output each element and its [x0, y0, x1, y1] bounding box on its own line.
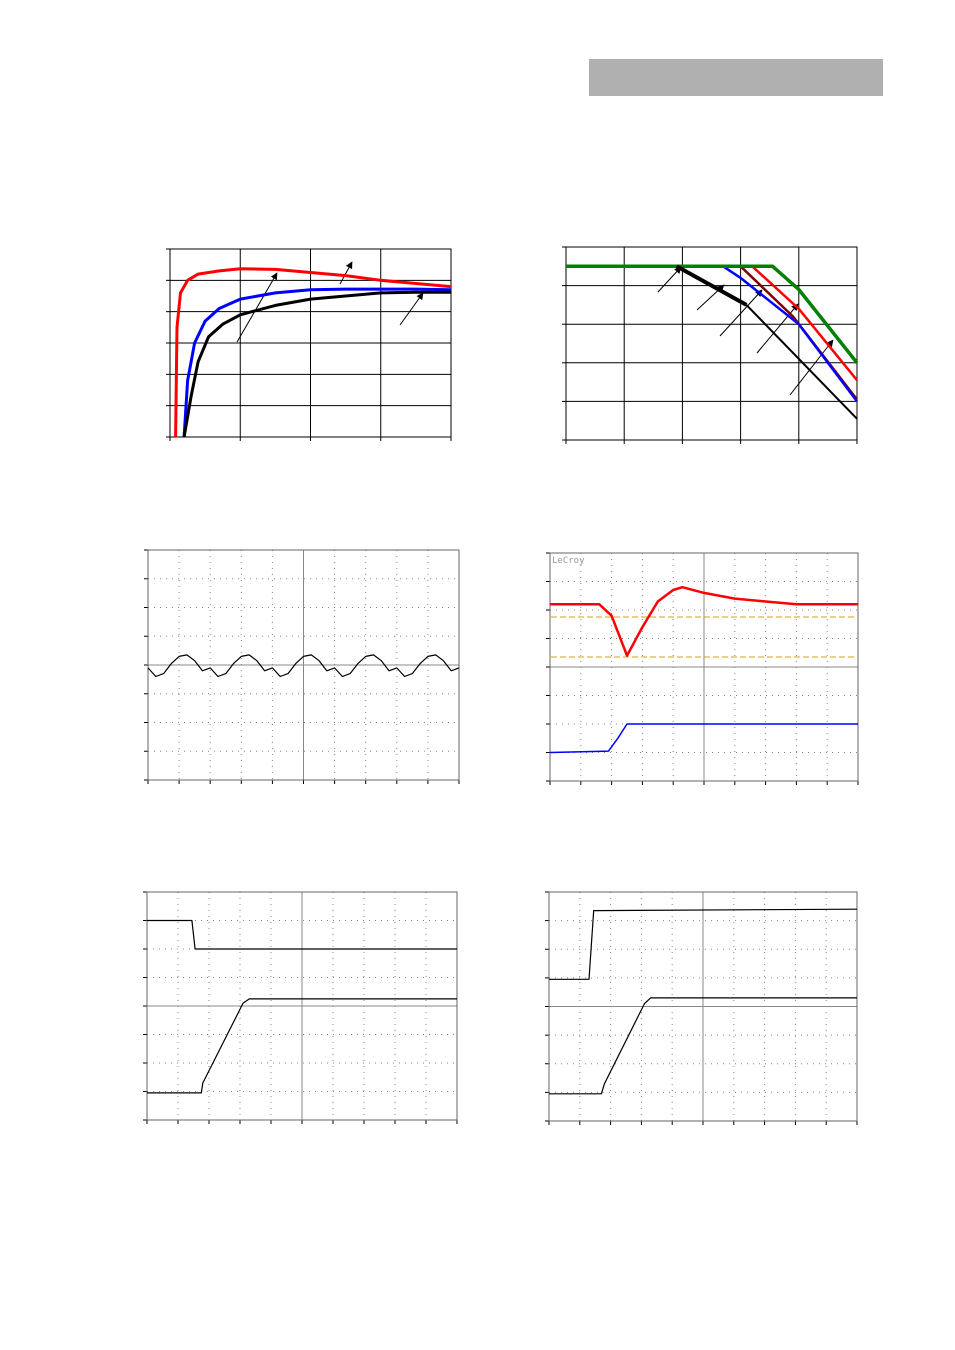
series-line	[745, 304, 858, 420]
arrows	[236, 261, 834, 396]
arrow	[236, 272, 278, 343]
series-line	[722, 265, 858, 403]
series-line	[549, 997, 857, 1095]
series-line	[147, 654, 460, 678]
series-line	[549, 723, 858, 754]
series-line	[182, 290, 451, 438]
scope-label: LeCroy	[552, 556, 585, 566]
series-line	[182, 287, 452, 438]
plot-frame	[549, 552, 859, 782]
arrow	[657, 266, 682, 293]
arrow	[789, 339, 834, 396]
series-line	[675, 264, 748, 307]
plot-frame	[146, 891, 458, 1121]
series-line	[566, 264, 859, 364]
series-line	[147, 998, 457, 1094]
series-line	[751, 265, 858, 381]
series-line	[550, 585, 858, 657]
series-line	[174, 267, 452, 438]
series-line	[147, 919, 457, 950]
arrow	[756, 303, 799, 354]
plot-frame	[147, 549, 460, 781]
header-bar	[589, 59, 883, 96]
plot-frame	[169, 248, 452, 438]
arrow	[399, 292, 424, 326]
plot-frame	[565, 246, 858, 441]
series-line	[549, 908, 858, 980]
plot-frame	[548, 891, 858, 1122]
